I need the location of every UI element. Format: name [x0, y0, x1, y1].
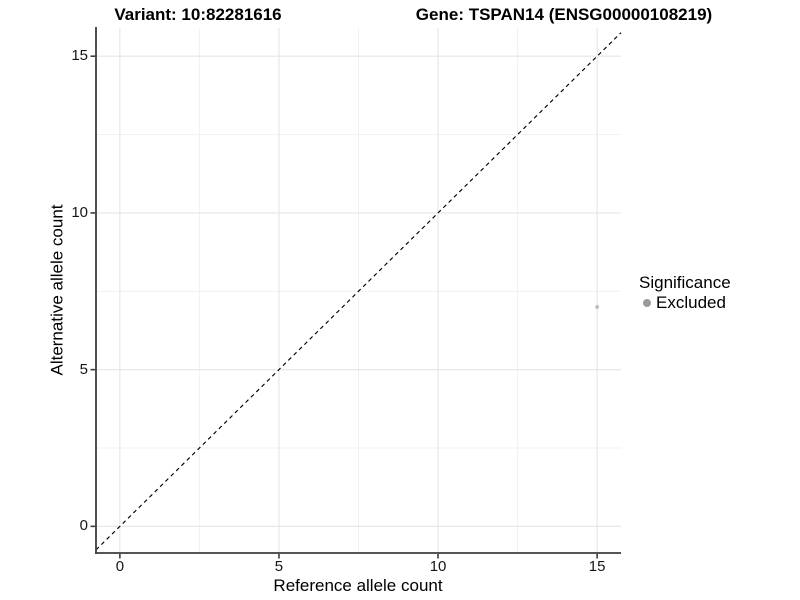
legend-title: Significance — [639, 273, 731, 292]
x-tick-label: 15 — [588, 558, 606, 575]
gene-title: Gene: TSPAN14 (ENSG00000108219) — [415, 5, 713, 24]
x-tick-label: 0 — [115, 558, 125, 575]
legend-entry-excluded: Excluded — [643, 293, 731, 312]
y-tick-label: 5 — [79, 360, 88, 378]
x-axis-title: Reference allele count — [273, 576, 443, 595]
y-axis-title: Alternative allele count — [47, 204, 67, 376]
y-tick-label: 10 — [71, 203, 88, 221]
y-tick-label: 0 — [79, 517, 88, 535]
legend-entry-label: Excluded — [656, 293, 726, 312]
x-tick-label: 10 — [429, 558, 447, 575]
x-tick-label: 5 — [274, 558, 284, 575]
legend-dot-icon — [643, 298, 651, 307]
y-tick-label: 15 — [71, 47, 88, 65]
variant-title: Variant: 10:82281616 — [114, 5, 282, 24]
identity-dashed-line — [95, 32, 622, 551]
legend: Significance Excluded — [639, 273, 731, 312]
data-point — [595, 305, 600, 309]
